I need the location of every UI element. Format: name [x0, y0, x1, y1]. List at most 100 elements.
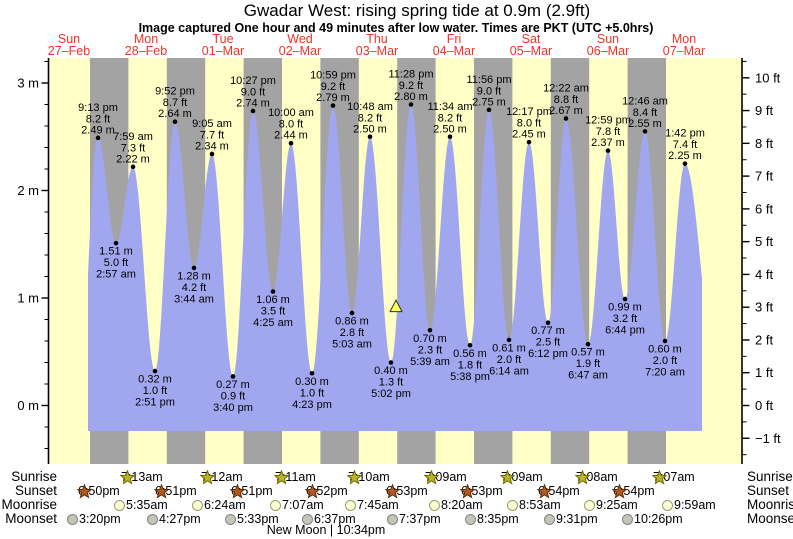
- moonset-circle: [544, 513, 555, 525]
- high-tide-label: 8.2 ft: [358, 112, 382, 124]
- low-tide-dot: [388, 360, 394, 365]
- low-tide-label: 4:23 pm: [292, 399, 332, 411]
- moonrise-event: 7:07am: [270, 498, 324, 512]
- low-tide-label: 2:57 am: [96, 269, 136, 281]
- sunset-event: 6:51pm: [154, 484, 197, 499]
- sunrise-star: [575, 470, 590, 485]
- high-tide-label: 2.37 m: [591, 137, 625, 149]
- moonset-event: 5:33pm: [225, 512, 279, 526]
- sunrise-time: 7:12am: [201, 470, 243, 484]
- high-tide-label: 2.79 m: [316, 92, 350, 104]
- day-label-line: 03–Mar: [355, 44, 399, 58]
- moonrise-time: 6:24am: [204, 498, 246, 512]
- low-tide-label: 1.0 ft: [300, 387, 324, 399]
- moonrise-event: 7:45am: [345, 498, 399, 512]
- high-tide-label: 10:27 pm: [230, 75, 276, 87]
- low-tide-dot: [662, 338, 668, 344]
- moonrise-time: 7:45am: [357, 498, 399, 512]
- low-tide-label: 1.51 m: [99, 246, 133, 258]
- left-axis-label: 2 m: [17, 183, 39, 198]
- sunset-time: 6:51pm: [231, 484, 273, 498]
- high-tide-dot: [563, 116, 569, 121]
- sunset-event: 6:51pm: [230, 484, 273, 499]
- high-tide-dot: [130, 164, 136, 170]
- low-tide-dot: [545, 320, 551, 326]
- astro-row-label-sunset: Sunset: [747, 483, 790, 498]
- high-tide-dot: [642, 129, 648, 134]
- low-tide-label: 0.99 m: [608, 302, 642, 314]
- low-tide-label: 3:40 pm: [213, 402, 253, 414]
- day-label-line: 07–Mar: [662, 44, 706, 58]
- low-tide-label: 0.77 m: [531, 325, 565, 337]
- moonrise-time: 9:59am: [674, 498, 716, 512]
- moonset-event: 4:27pm: [147, 512, 201, 526]
- sunrise-star: [424, 470, 439, 485]
- moonset-time: 7:37pm: [399, 512, 441, 526]
- low-tide-dot: [506, 337, 512, 343]
- sunrise-event: 7:13am: [120, 470, 163, 485]
- right-axis-label: 1 ft: [755, 365, 773, 380]
- low-tide-dot: [270, 289, 276, 294]
- moonset-event: 7:37pm: [387, 512, 441, 526]
- day-label-line: Mon: [671, 32, 697, 46]
- moonset-circle: [387, 513, 398, 525]
- high-tide-label: 1:42 pm: [665, 128, 705, 140]
- right-axis-label: 6 ft: [755, 201, 773, 216]
- moonset-event: 3:20pm: [67, 512, 121, 526]
- low-tide-label: 1.28 m: [177, 270, 211, 282]
- moonrise-event: 8:53am: [507, 498, 561, 512]
- sunrise-event: 7:09am: [500, 470, 543, 485]
- day-label: Mon 07–Mar: [639, 32, 729, 58]
- sunset-star: [612, 484, 627, 499]
- day-label-line: Sun: [57, 32, 81, 46]
- right-axis-label: 5 ft: [755, 234, 773, 249]
- low-tide-dot: [467, 343, 473, 348]
- high-tide-dot: [95, 135, 101, 141]
- low-tide-label: 2.3 ft: [418, 344, 442, 356]
- low-tide-label: 1.8 ft: [458, 359, 482, 371]
- moonrise-time: 8:20am: [441, 498, 483, 512]
- day-label-line: Mon: [133, 32, 159, 46]
- high-tide-dot: [447, 134, 453, 140]
- low-tide-label: 2:51 pm: [135, 397, 175, 409]
- high-tide-label: 11:34 am: [427, 101, 472, 113]
- sunset-event: 6:54pm: [537, 484, 580, 499]
- moonset-time: 10:26pm: [634, 512, 683, 526]
- astro-row-label-sunrise: Sunrise: [11, 469, 57, 484]
- sunset-time: 6:54pm: [538, 484, 580, 498]
- sunset-star: [154, 484, 169, 499]
- day-label: Mon 28–Feb: [101, 32, 191, 58]
- high-tide-dot: [682, 161, 688, 166]
- day-label: Thu 03–Mar: [332, 33, 422, 58]
- day-label-line: Sun: [596, 32, 620, 46]
- low-tide-label: 5:03 am: [332, 339, 372, 351]
- low-tide-label: 0.57 m: [571, 347, 605, 359]
- day-label: Sun 27–Feb: [24, 32, 114, 58]
- moonrise-event: 9:25am: [584, 498, 638, 512]
- day-label: Sun 06–Mar: [563, 32, 653, 58]
- low-tide-label: 0.9 ft: [221, 390, 245, 402]
- high-tide-dot: [250, 108, 256, 114]
- day-label-line: 05–Mar: [509, 44, 553, 58]
- moonrise-circle: [270, 499, 281, 511]
- astro-row-label-moonset: Moonset: [5, 511, 57, 526]
- right-axis-label: 3 ft: [755, 300, 773, 315]
- sunset-event: 6:54pm: [612, 484, 655, 499]
- sunrise-time: 7:09am: [501, 470, 543, 484]
- moonrise-circle: [662, 499, 673, 511]
- high-tide-label: 10:48 am: [347, 101, 393, 113]
- sunset-star: [460, 484, 475, 499]
- high-tide-dot: [605, 148, 611, 154]
- sunrise-time: 7:10am: [348, 470, 390, 484]
- day-label: Tue 01–Mar: [178, 33, 268, 58]
- right-axis-label: 8 ft: [755, 136, 773, 151]
- low-tide-label: 5:02 pm: [371, 388, 411, 400]
- high-tide-label: 11:28 pm: [388, 69, 433, 81]
- low-tide-dot: [622, 296, 628, 302]
- high-tide-label: 8.2 ft: [86, 113, 110, 125]
- moonrise-circle: [345, 499, 356, 511]
- sunset-time: 6:52pm: [306, 484, 348, 498]
- moonset-event: 6:37pm: [302, 512, 356, 526]
- high-tide-dot: [172, 119, 178, 124]
